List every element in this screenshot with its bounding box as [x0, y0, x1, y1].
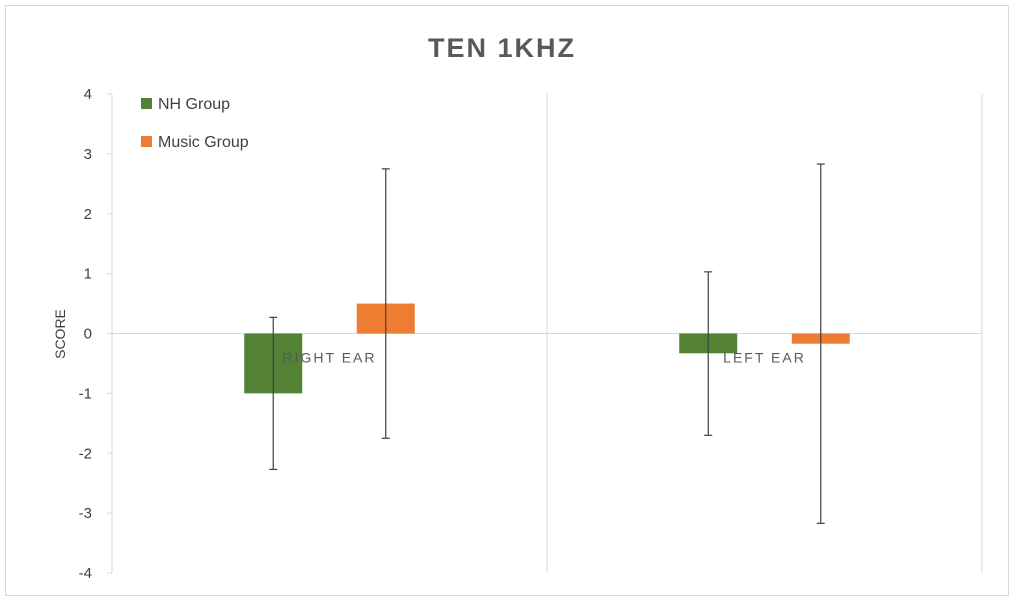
y-axis-title: SCORE	[52, 309, 68, 359]
chart-title: TEN 1KHZ	[428, 33, 576, 63]
chart-frame	[5, 5, 1009, 596]
legend-label: NH Group	[158, 96, 230, 113]
y-tick-label: -2	[79, 445, 92, 462]
category-label: RIGHT EAR	[283, 350, 377, 366]
legend-swatch	[141, 136, 152, 147]
plot-layer: 4 3 2 1 0 -1 -2 -3 -4 RIGHT EAR LEFT EAR	[79, 86, 983, 582]
y-tick-label: 1	[84, 266, 92, 283]
y-tick-label: 4	[84, 86, 92, 103]
category-label: LEFT EAR	[723, 350, 806, 366]
y-tick-label: -4	[79, 565, 92, 582]
y-tick-label: 0	[84, 326, 92, 343]
legend-label: Music Group	[158, 134, 249, 151]
y-tick-label: 3	[84, 146, 92, 163]
y-tick-label: -3	[79, 505, 92, 522]
y-tick-label: -1	[79, 385, 92, 402]
y-tick-label: 2	[84, 206, 92, 223]
legend-swatch	[141, 98, 152, 109]
legend: NH Group Music Group	[141, 96, 249, 151]
